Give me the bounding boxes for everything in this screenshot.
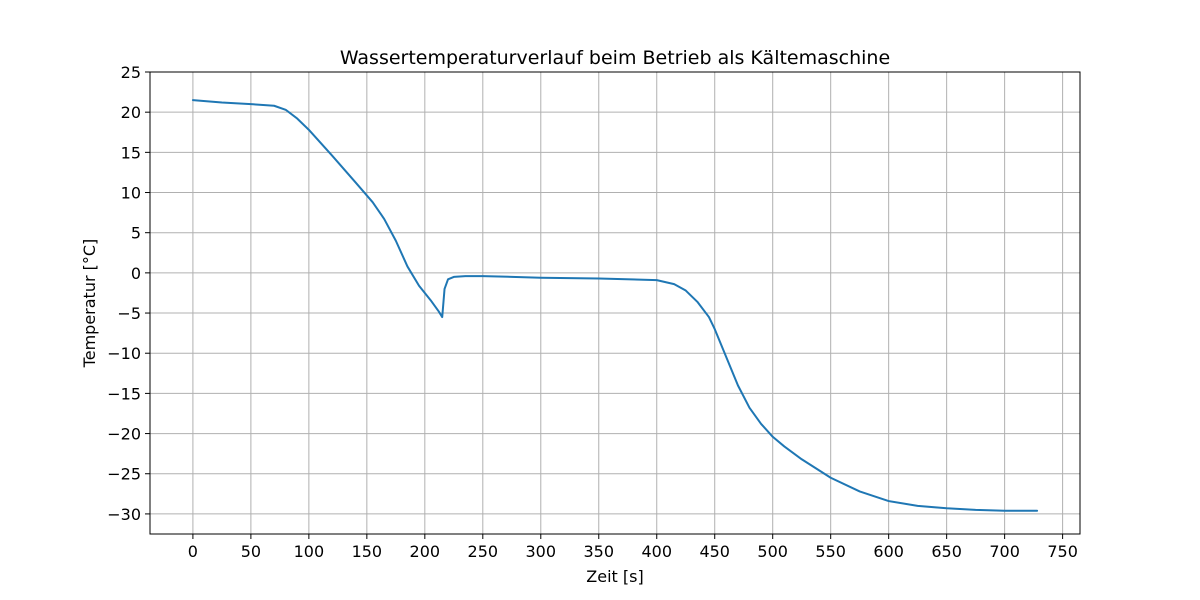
x-tick-label: 750: [1047, 542, 1078, 561]
x-tick-label: 650: [931, 542, 962, 561]
series-layer: [191, 99, 1039, 512]
x-tick-label: 0: [188, 542, 198, 561]
x-tick-label: 700: [989, 542, 1020, 561]
series-line-0: [191, 99, 1039, 512]
x-tick-label: 100: [294, 542, 325, 561]
y-tick-label: 5: [131, 224, 141, 243]
x-tick-label: 300: [526, 542, 557, 561]
grid-layer: [150, 71, 1080, 534]
y-tick-label: −5: [117, 304, 141, 323]
x-tick-label: 350: [583, 542, 614, 561]
x-tick-label: 500: [757, 542, 788, 561]
x-tick-label: 250: [468, 542, 499, 561]
x-tick-label: 400: [641, 542, 672, 561]
x-tick-label: 50: [241, 542, 261, 561]
y-tick-label: −10: [107, 344, 141, 363]
x-tick-label: 200: [410, 542, 441, 561]
x-axis-label: Zeit [s]: [586, 567, 643, 586]
ticks-layer: 0 50 100 150 200 250 300 350 400 450 500 550 600 650 7…: [107, 63, 1078, 561]
x-tick-label: 450: [699, 542, 730, 561]
y-tick-label: 0: [131, 264, 141, 283]
y-tick-label: −25: [107, 465, 141, 484]
x-tick-label: 550: [815, 542, 846, 561]
y-tick-label: 15: [121, 143, 141, 162]
x-tick-label: 150: [352, 542, 383, 561]
plot-frame: [149, 71, 1081, 535]
y-tick-label: −20: [107, 425, 141, 444]
y-tick-label: −15: [107, 384, 141, 403]
chart-title: Wassertemperaturverlauf beim Betrieb als…: [340, 47, 890, 69]
y-tick-label: −30: [107, 505, 141, 524]
y-axis-label: Temperatur [°C]: [80, 239, 99, 369]
y-tick-label: 10: [121, 184, 141, 203]
y-tick-label: 25: [121, 63, 141, 82]
x-tick-label: 600: [873, 542, 904, 561]
y-tick-label: 20: [121, 103, 141, 122]
